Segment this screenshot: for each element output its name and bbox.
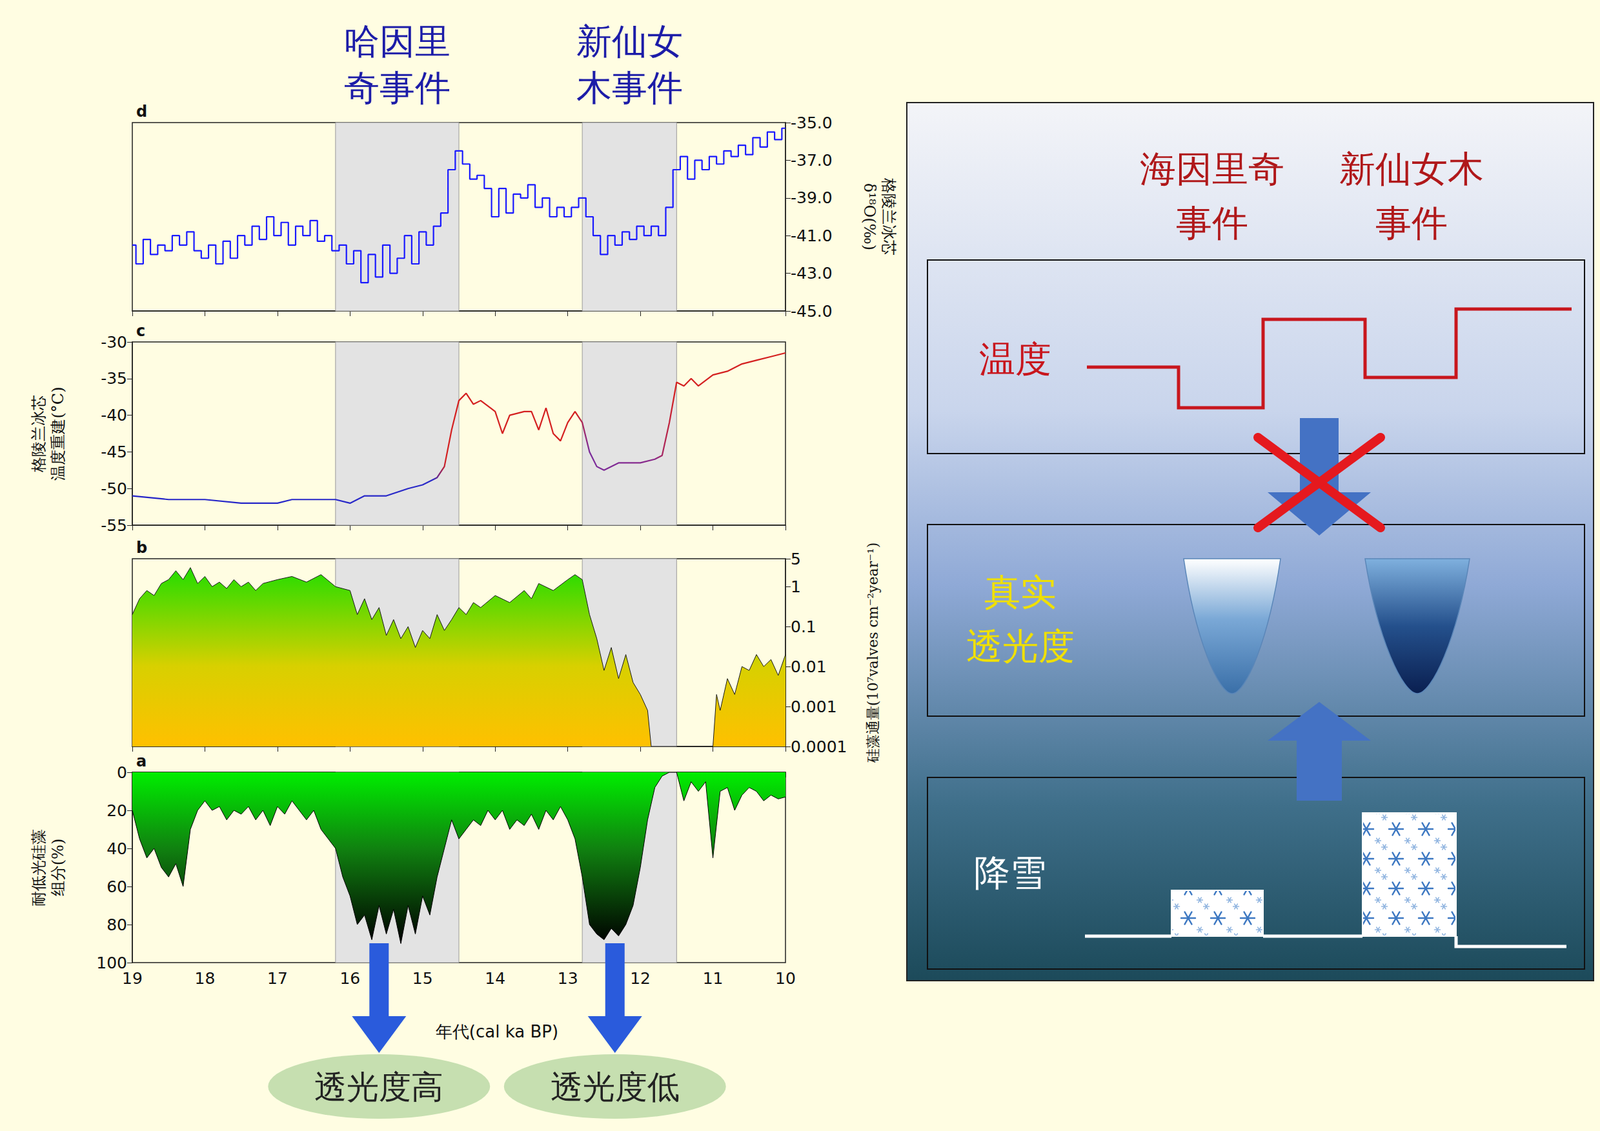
svg-text:真实透光度: 真实透光度	[966, 571, 1075, 668]
svg-text:-45: -45	[100, 442, 128, 462]
svg-text:-37.0: -37.0	[790, 151, 833, 170]
html-text:c: c	[136, 322, 146, 341]
svg-text:18: 18	[194, 969, 216, 989]
html-text:哈因里 奇事件: 哈因里 奇事件	[343, 20, 451, 109]
svg-text:100: 100	[96, 953, 128, 973]
svg-text:-45.0: -45.0	[790, 302, 833, 321]
svg-text:-55: -55	[100, 516, 128, 536]
svg-text:0.001: 0.001	[790, 697, 838, 717]
html-text:b: b	[136, 538, 148, 557]
svg-text:16: 16	[339, 969, 361, 989]
svg-text:格陵兰冰芯: 格陵兰冰芯	[879, 177, 898, 256]
svg-text:透光度高: 透光度高	[314, 1068, 444, 1107]
svg-text:12: 12	[629, 969, 651, 989]
svg-text:耐低光硅藻: 耐低光硅藻	[29, 829, 48, 907]
svg-text:0.01: 0.01	[790, 657, 827, 677]
svg-text:0.1: 0.1	[790, 617, 817, 637]
svg-text:14: 14	[484, 969, 506, 989]
svg-text:17: 17	[267, 969, 288, 989]
svg-text:-35.0: -35.0	[790, 113, 833, 133]
svg-text:19: 19	[121, 969, 143, 989]
html-text:年代(cal ka BP): 年代(cal ka BP)	[435, 1022, 559, 1042]
svg-text:-50: -50	[100, 479, 128, 499]
html-text:a: a	[136, 752, 147, 771]
svg-text:-35: -35	[100, 369, 128, 388]
svg-text:-30: -30	[100, 333, 128, 352]
svg-text:新仙女木事件: 新仙女木事件	[1339, 147, 1484, 244]
svg-text:60: 60	[106, 877, 128, 897]
svg-text:0: 0	[116, 763, 128, 783]
html-text:新仙女 木事件: 新仙女 木事件	[576, 20, 683, 109]
svg-text:1: 1	[790, 577, 801, 597]
svg-text:40: 40	[106, 839, 128, 859]
svg-text:-39.0: -39.0	[790, 188, 833, 208]
svg-text:80: 80	[106, 915, 128, 935]
svg-text:20: 20	[106, 801, 128, 821]
svg-text:13: 13	[557, 969, 579, 989]
svg-text:5: 5	[790, 549, 801, 569]
svg-text:海因里奇事件: 海因里奇事件	[1139, 147, 1285, 244]
svg-text:组分(%): 组分(%)	[49, 839, 68, 898]
svg-text:温度重建(°C): 温度重建(°C)	[49, 386, 68, 481]
svg-text:降雪: 降雪	[973, 851, 1047, 894]
svg-text:10: 10	[775, 969, 796, 989]
svg-text:0.0001: 0.0001	[790, 737, 847, 757]
svg-text:-41.0: -41.0	[790, 226, 833, 246]
svg-text:格陵兰冰芯: 格陵兰冰芯	[29, 394, 48, 474]
html-text:d: d	[136, 102, 148, 121]
svg-text:δ¹⁸O(‰): δ¹⁸O(‰)	[860, 183, 879, 251]
svg-text:-40: -40	[100, 405, 128, 425]
svg-text:11: 11	[702, 969, 724, 989]
svg-text:透光度低: 透光度低	[550, 1068, 680, 1107]
svg-text:-43.0: -43.0	[790, 263, 833, 283]
svg-text:硅藻通量(10⁷valves cm⁻²year⁻¹): 硅藻通量(10⁷valves cm⁻²year⁻¹)	[864, 542, 882, 764]
svg-text:温度: 温度	[979, 338, 1052, 381]
svg-text:15: 15	[412, 969, 434, 989]
